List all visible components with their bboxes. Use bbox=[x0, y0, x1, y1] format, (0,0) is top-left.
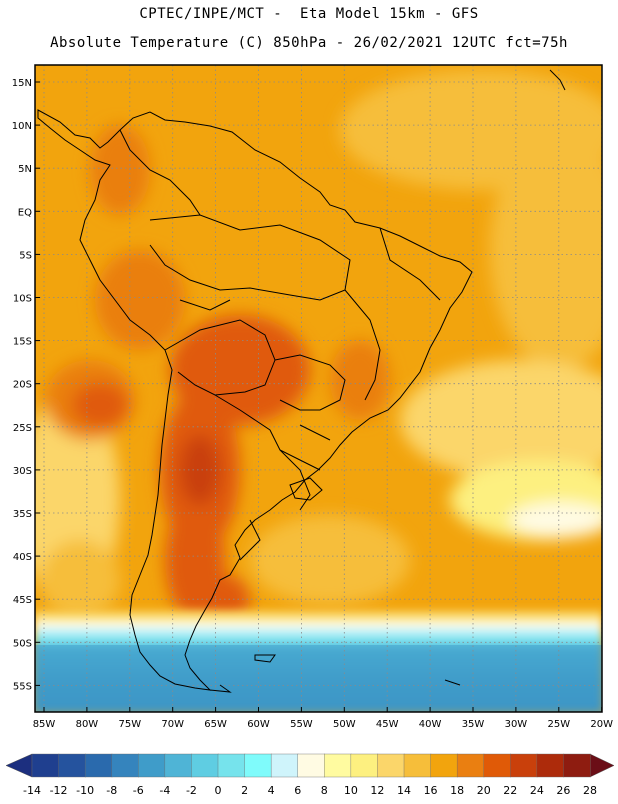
colorbar-label: 10 bbox=[344, 784, 358, 797]
lon-label: 35W bbox=[462, 719, 485, 730]
colorbar-label: 4 bbox=[268, 784, 275, 797]
colorbar-label: -2 bbox=[186, 784, 197, 797]
colorbar-label: 18 bbox=[450, 784, 464, 797]
lat-label: 20S bbox=[13, 380, 32, 391]
colorbar-swatch bbox=[244, 753, 272, 778]
colorbar-label: 2 bbox=[241, 784, 248, 797]
map-frame bbox=[34, 64, 603, 713]
map-title-line1: CPTEC/INPE/MCT - Eta Model 15km - GFS bbox=[139, 6, 479, 22]
colorbar-swatch bbox=[377, 753, 405, 778]
colorbar-label: 28 bbox=[583, 784, 597, 797]
colorbar-label: 16 bbox=[424, 784, 438, 797]
lat-label: 30S bbox=[13, 466, 32, 477]
lon-label: 80W bbox=[76, 719, 99, 730]
colorbar-swatch bbox=[403, 753, 432, 778]
lon-label: 20W bbox=[590, 719, 613, 730]
lon-label: 70W bbox=[161, 719, 184, 730]
colorbar-swatch bbox=[430, 753, 458, 778]
colorbar-label: 20 bbox=[477, 784, 491, 797]
lat-label: 25S bbox=[13, 423, 32, 434]
colorbar-label: -12 bbox=[50, 784, 68, 797]
colorbar-high-arrow bbox=[589, 753, 615, 778]
lon-label: 45W bbox=[376, 719, 399, 730]
colorbar-swatch bbox=[456, 753, 485, 778]
colorbar-label: -10 bbox=[76, 784, 94, 797]
colorbar-swatch bbox=[31, 753, 60, 778]
lon-label: 85W bbox=[33, 719, 56, 730]
colorbar-swatch bbox=[191, 753, 219, 778]
lat-label: EQ bbox=[18, 207, 32, 218]
lon-label: 25W bbox=[547, 719, 570, 730]
lon-label: 65W bbox=[204, 719, 227, 730]
temperature-field bbox=[35, 65, 602, 712]
colorbar-label: 24 bbox=[530, 784, 544, 797]
colorbar-swatch bbox=[536, 753, 565, 778]
colorbar-low-arrow bbox=[5, 753, 33, 778]
colorbar-swatch bbox=[138, 753, 166, 778]
colorbar-swatch bbox=[111, 753, 139, 778]
colorbar-label: 26 bbox=[556, 784, 570, 797]
colorbar-label: 0 bbox=[215, 784, 222, 797]
colorbar-label: 8 bbox=[321, 784, 328, 797]
colorbar-swatch bbox=[324, 753, 352, 778]
colorbar-swatch bbox=[297, 753, 325, 778]
colorbar-swatch bbox=[510, 753, 538, 778]
lat-label: 55S bbox=[13, 681, 32, 692]
colorbar-swatch bbox=[58, 753, 86, 778]
colorbar-swatch bbox=[164, 753, 193, 778]
map-title-line2: Absolute Temperature (C) 850hPa - 26/02/… bbox=[50, 35, 568, 51]
color-scale-bar bbox=[5, 753, 615, 778]
colorbar-label: 14 bbox=[397, 784, 411, 797]
lon-label: 50W bbox=[333, 719, 356, 730]
colorbar-swatch bbox=[563, 753, 591, 778]
colorbar-swatch bbox=[217, 753, 246, 778]
lon-label: 40W bbox=[419, 719, 442, 730]
lat-label: 15N bbox=[12, 78, 32, 89]
color-scale-labels: -14 -12 -10 -8 -6 -4 -2 0 2 4 6 8 10 12 14 16 18 20 22 24 26… bbox=[23, 784, 597, 797]
lon-label: 75W bbox=[118, 719, 141, 730]
colorbar-label: -6 bbox=[133, 784, 144, 797]
lat-label: 10S bbox=[13, 294, 32, 305]
lat-label: 50S bbox=[13, 638, 32, 649]
colorbar-swatch bbox=[84, 753, 113, 778]
colorbar-label: 12 bbox=[370, 784, 384, 797]
lat-label: 5N bbox=[18, 164, 32, 175]
colorbar-label: -8 bbox=[106, 784, 117, 797]
latitude-labels: 15N 10N 5N EQ 5S 10S 15S 20S 25S 30S 35S 40S 45S 50S 5… bbox=[12, 78, 40, 692]
lon-label: 30W bbox=[505, 719, 528, 730]
lat-label: 40S bbox=[13, 552, 32, 563]
colorbar-swatch bbox=[483, 753, 511, 778]
colorbar-swatch bbox=[270, 753, 299, 778]
colorbar-label: -14 bbox=[23, 784, 41, 797]
colorbar-label: 6 bbox=[294, 784, 301, 797]
lat-lon-grid bbox=[35, 65, 602, 712]
lon-label: 60W bbox=[247, 719, 270, 730]
lat-label: 5S bbox=[19, 250, 32, 261]
lat-label: 35S bbox=[13, 509, 32, 520]
lat-label: 45S bbox=[13, 595, 32, 606]
lon-label: 55W bbox=[290, 719, 313, 730]
longitude-labels: 85W 80W 75W 70W 65W 60W 55W 50W 45W 40W 35W 30W 25W 2… bbox=[33, 707, 613, 730]
colorbar-swatch bbox=[350, 753, 379, 778]
lat-label: 10N bbox=[12, 121, 32, 132]
lat-label: 15S bbox=[13, 337, 32, 348]
colorbar-label: -4 bbox=[159, 784, 170, 797]
country-borders bbox=[37, 69, 566, 693]
colorbar-label: 22 bbox=[503, 784, 517, 797]
